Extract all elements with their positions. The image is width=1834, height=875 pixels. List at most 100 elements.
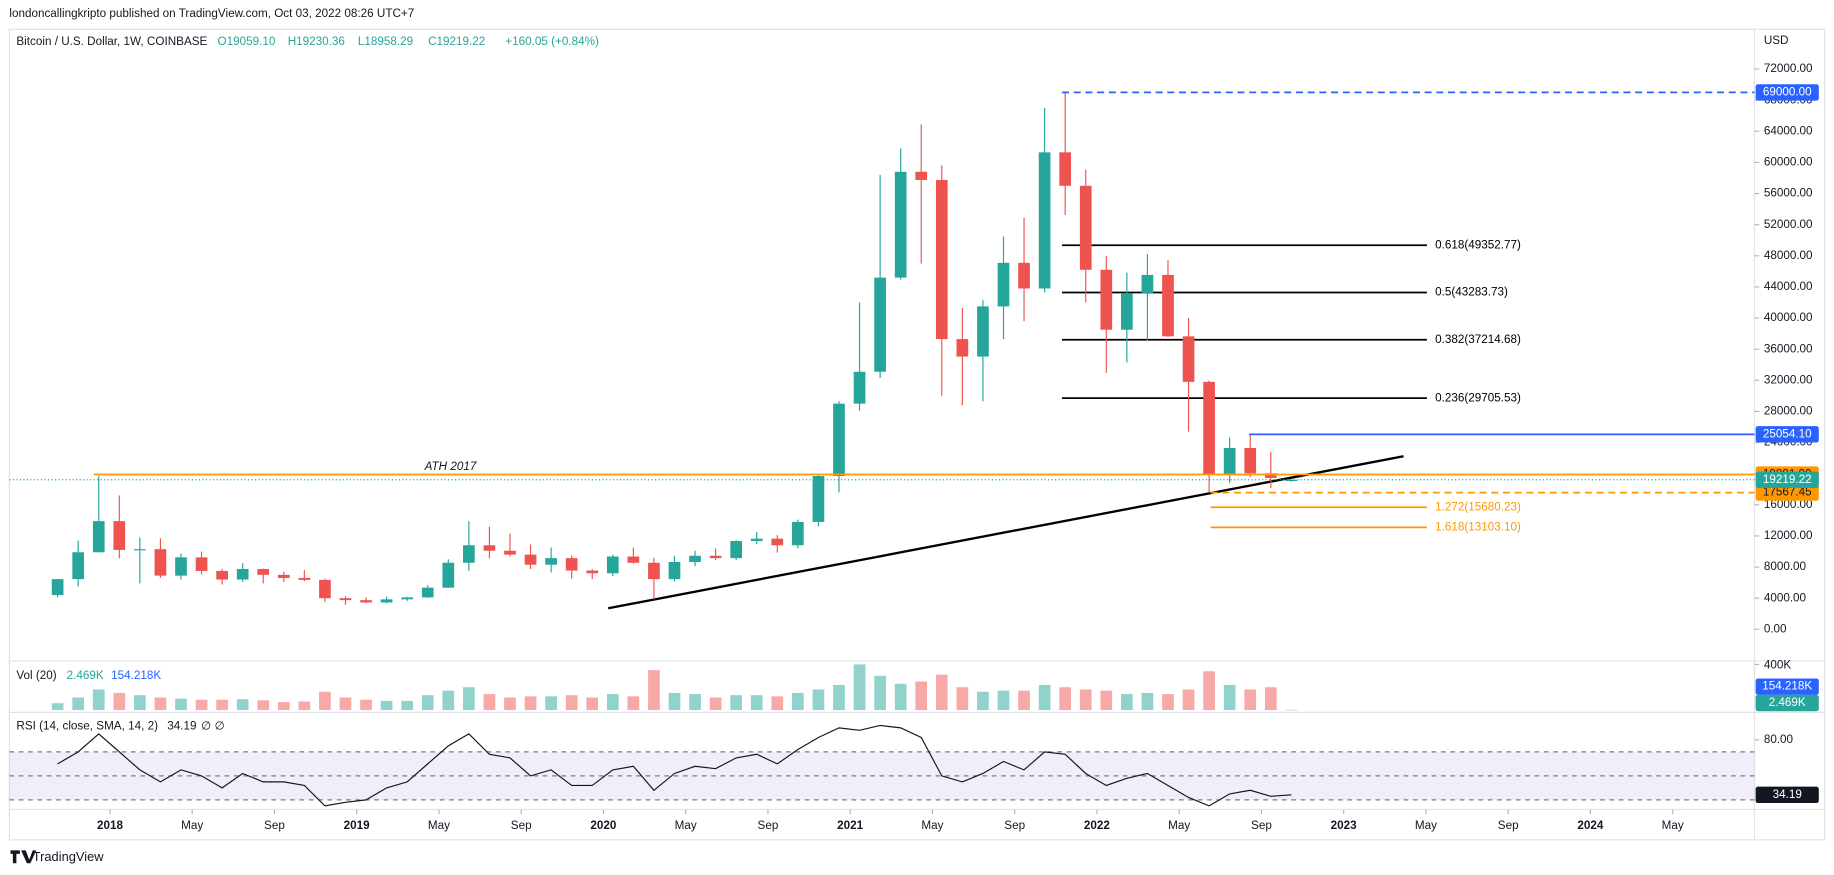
x-tick-label: May: [428, 819, 450, 832]
candle-body: [1079, 185, 1092, 270]
ohlc-label: +160.05 (+0.84%): [505, 35, 599, 48]
y-tick-label: 72000.00: [1764, 62, 1813, 75]
candle-body: [730, 540, 743, 559]
volume-bar: [1059, 687, 1072, 711]
candle-body: [504, 550, 516, 555]
volume-bar: [277, 702, 290, 711]
volume-bar: [134, 695, 146, 711]
candle-body: [915, 171, 928, 180]
x-tick-label: 2024: [1577, 819, 1604, 832]
volume-ma-badge-bg: [1755, 678, 1819, 695]
volume-bar: [298, 701, 311, 711]
x-tick-label: May: [675, 819, 697, 832]
x-tick-label: 2021: [837, 819, 864, 832]
fib-label: 0.382(37214.68): [1435, 333, 1521, 346]
volume-last: 2.469K: [67, 669, 104, 682]
volume-bar: [360, 699, 372, 711]
rsi-tick-label: 80.00: [1764, 733, 1794, 746]
x-tick-label: 2020: [590, 819, 617, 832]
volume-bar: [1203, 671, 1215, 711]
volume-bar: [1264, 687, 1277, 711]
volume-bar: [1079, 689, 1092, 711]
volume-bar: [977, 691, 989, 711]
volume-last-badge-bg: [1755, 694, 1819, 712]
volume-bar: [72, 697, 85, 711]
candle-body: [298, 577, 311, 580]
volume-bar: [1018, 690, 1030, 711]
rsi-badge: 34.19: [1773, 788, 1802, 801]
volume-bar: [874, 675, 886, 711]
y-tick-label: 48000.00: [1764, 249, 1813, 262]
y-tick-label: 44000.00: [1764, 280, 1813, 293]
volume-bar: [586, 697, 599, 711]
candle-body: [1264, 473, 1277, 478]
x-tick-label: Sep: [1004, 819, 1025, 832]
x-tick-label: May: [1415, 819, 1437, 832]
current-price-badge-bg: [1755, 471, 1819, 488]
price-badge: 25054.10: [1763, 427, 1812, 440]
ohlc-label: C19219.22: [428, 35, 485, 48]
volume-tick-label: 400K: [1764, 659, 1792, 672]
candle-body: [750, 538, 763, 541]
candle-body: [1121, 293, 1133, 330]
x-tick-label: May: [1662, 819, 1684, 832]
volume-bar: [421, 695, 434, 711]
volume-bar: [339, 697, 352, 711]
candle-body: [195, 557, 208, 571]
candle-body: [72, 552, 85, 580]
x-tick-label: 2023: [1331, 819, 1358, 832]
fib-label: 0.618(49352.77): [1435, 238, 1521, 251]
volume-bar: [997, 690, 1010, 711]
volume-last-badge: 2.469K: [1769, 696, 1806, 709]
x-tick-label: May: [181, 819, 203, 832]
candle-body: [1100, 269, 1113, 330]
x-tick-label: Sep: [511, 819, 532, 832]
candle-body: [524, 554, 537, 565]
volume-bar: [606, 694, 619, 711]
candle-body: [956, 339, 969, 357]
volume-bar: [648, 670, 660, 711]
candle-body: [154, 549, 167, 576]
volume-bar: [216, 699, 228, 711]
volume-bar: [1244, 689, 1257, 711]
candle-body: [134, 549, 146, 551]
candle-body: [565, 558, 578, 571]
candle-body: [1203, 381, 1215, 475]
candle-body: [935, 179, 948, 340]
volume-bar: [1100, 690, 1113, 711]
y-tick-label: 64000.00: [1764, 124, 1813, 137]
candle-body: [894, 171, 907, 278]
fib-label: 1.272(15680.23): [1435, 500, 1521, 513]
volume-bar: [545, 696, 557, 711]
volume-bar: [1141, 692, 1154, 711]
candle-body: [1223, 448, 1236, 475]
candle-body: [586, 570, 599, 574]
candle-body: [421, 587, 434, 598]
candle-body: [812, 476, 825, 522]
logo: [10, 850, 37, 864]
fib-label: 1.618(13103.10): [1435, 520, 1521, 533]
volume-bar: [935, 674, 948, 711]
y-tick-label: 60000.00: [1764, 156, 1813, 169]
volume-bar: [195, 699, 208, 711]
volume-bar: [730, 695, 743, 711]
candle-body: [689, 555, 701, 562]
price-badge-bg: [1755, 484, 1819, 501]
volume-bar: [915, 681, 928, 711]
volume-bar: [380, 700, 393, 711]
x-tick-label: Sep: [1498, 819, 1519, 832]
candle-body: [175, 557, 187, 576]
volume-bar: [1038, 684, 1051, 711]
publish-header: londoncallingkripto published on Trading…: [9, 7, 414, 20]
volume-bar: [894, 683, 907, 711]
candle-body: [997, 262, 1010, 307]
price-badge-bg: [1755, 426, 1819, 443]
x-tick-label: Sep: [758, 819, 779, 832]
rsi-extra: ∅ ∅: [201, 719, 225, 732]
volume-bar: [689, 694, 701, 711]
volume-ma: 154.218K: [111, 669, 161, 682]
ohlc-label: L18958.29: [358, 35, 413, 48]
candle-body: [1285, 479, 1298, 482]
ohlc-label: O19059.10: [218, 35, 276, 48]
x-tick-label: 2022: [1084, 819, 1111, 832]
